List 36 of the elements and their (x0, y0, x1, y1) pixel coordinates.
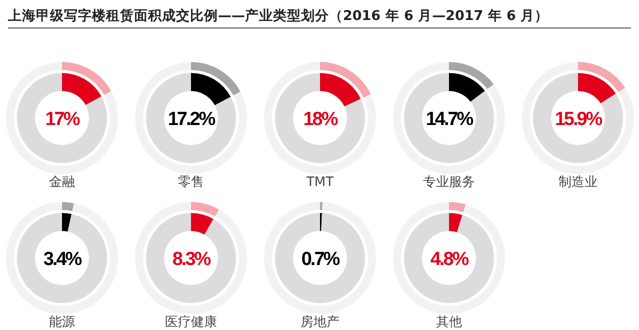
text: 17% (45, 109, 80, 130)
text: TMT (305, 175, 334, 190)
text: 0.7% (301, 249, 340, 270)
text: 3.4% (43, 249, 82, 270)
text: 房地产 (300, 314, 340, 330)
donut-slice (62, 213, 72, 232)
text: 18% (303, 109, 338, 130)
donut-slice (17, 73, 107, 163)
donut-slice (275, 73, 365, 163)
text: 医疗健康 (165, 315, 217, 330)
donut-slice (191, 73, 231, 106)
text: 制造业 (558, 175, 598, 190)
donut-slice (62, 73, 102, 105)
text: 零售 (178, 175, 204, 190)
text: 17.2% (168, 109, 216, 130)
donut-slice (146, 73, 236, 163)
text: 上海甲级写字楼租赁面积成交比例——产业类型划分（2016 年 6 月—2017 年 6 月） (7, 7, 549, 24)
donut-slice (449, 73, 485, 102)
donut-slice (146, 213, 236, 303)
donut-slice (17, 213, 107, 303)
donut-slice (191, 213, 214, 235)
text: 15.9% (554, 109, 603, 130)
text: 金融 (49, 175, 75, 190)
donut-slice (449, 213, 462, 232)
donut-slice (275, 213, 365, 303)
donut-slice (404, 213, 494, 303)
text: 4.8% (430, 249, 470, 270)
donut-slice (533, 73, 623, 163)
donut-slice (404, 73, 494, 163)
donut-slice (320, 73, 361, 107)
text: 其他 (436, 315, 462, 330)
text: 专业服务 (423, 175, 475, 190)
donut-slice (578, 73, 616, 104)
text: 14.7% (426, 109, 474, 130)
text: 8.3% (172, 249, 212, 270)
text: 能源 (49, 315, 75, 330)
